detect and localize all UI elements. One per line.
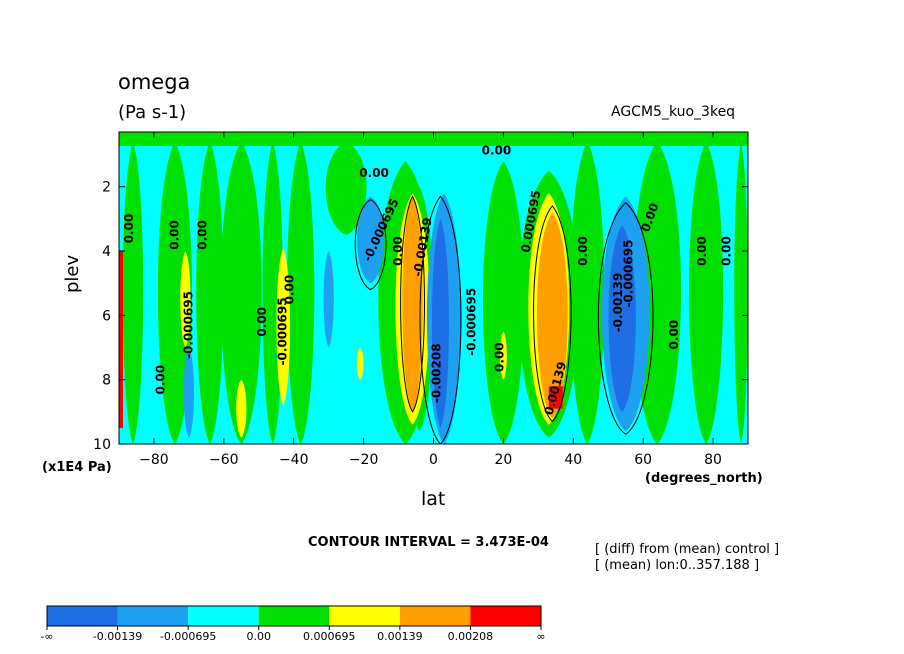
green-region	[570, 141, 605, 444]
contour-label: 0.00	[359, 166, 389, 180]
green-region	[122, 141, 144, 444]
mean-note: [ (mean) lon:0..357.188 ]	[595, 558, 760, 573]
x-tick-label: 80	[704, 452, 722, 468]
contour-label: 0.00	[576, 236, 590, 266]
y-tick-label: 8	[102, 373, 111, 389]
yellow-region	[180, 251, 191, 348]
contour-label: 0.00	[195, 220, 209, 250]
light-blue-region	[183, 347, 195, 438]
blue-region	[431, 218, 450, 428]
colorbar-swatch	[329, 606, 400, 626]
contour-label: -0.00139	[611, 273, 625, 333]
yellow-region	[356, 347, 364, 380]
y-tick-label: 6	[102, 308, 111, 324]
green-region	[220, 141, 262, 444]
x-axis-label: lat	[421, 488, 446, 510]
colorbar-frame	[46, 605, 542, 627]
colorbar-label: -0.00139	[93, 630, 142, 643]
colorbar-label: 0.000695	[303, 630, 356, 643]
contour-label: 0.00	[167, 220, 181, 250]
contour-label: 0.00	[492, 342, 506, 372]
diff-note: [ (diff) from (mean) control ]	[595, 542, 780, 557]
yellow-region	[236, 379, 247, 438]
orange-region	[536, 212, 568, 419]
contour-label: -0.000695	[181, 291, 195, 359]
contour-interval: CONTOUR INTERVAL = 3.473E-04	[308, 535, 549, 550]
contour-label: 0.00	[122, 214, 136, 244]
x-tick-label: −20	[349, 452, 379, 468]
green-region	[689, 141, 724, 444]
contour-label: 0.00	[391, 236, 405, 266]
colorbar-swatch	[188, 606, 259, 626]
x-tick-label: 0	[429, 452, 438, 468]
red-edge-region	[119, 251, 123, 428]
yellow-region	[499, 331, 507, 380]
chart-title: omega	[118, 70, 191, 94]
green-region	[287, 141, 315, 444]
x-tick-label: −80	[139, 452, 169, 468]
colorbar-swatch	[47, 606, 118, 626]
contour-label: 0.00	[283, 275, 297, 305]
contour-lines	[354, 195, 654, 444]
green-region	[325, 141, 367, 235]
y-tick-label: 2	[102, 180, 111, 196]
y-axis-ticks: 2 4 6 8 10	[93, 180, 748, 453]
contour-label: 0.00	[153, 365, 167, 395]
green-region	[734, 141, 748, 444]
colorbar-label: ∞	[536, 630, 545, 643]
colorbar-swatch	[117, 606, 189, 626]
contour-label: -0.000695	[622, 240, 636, 308]
run-label: AGCM5_kuo_3keq	[611, 104, 736, 120]
contour-label: -0.000695	[276, 297, 290, 365]
x-tick-label: −40	[279, 452, 309, 468]
colorbar-label: 0.00208	[448, 630, 494, 643]
field-top-band	[119, 132, 748, 146]
y-axis-unit: (x1E4 Pa)	[42, 460, 112, 475]
contour-label: 0.00	[255, 307, 269, 337]
contour-label: -0.00208	[429, 343, 443, 403]
red-region	[548, 386, 563, 409]
x-tick-label: 60	[634, 452, 652, 468]
colorbar-label: -∞	[40, 630, 53, 643]
colorbar-label: -0.000695	[160, 630, 216, 643]
contour-label: 0.00	[482, 144, 512, 158]
x-axis-ticks: −80 −60 −40 −20 0 20 40 60 80	[139, 132, 722, 468]
x-tick-label: 40	[564, 452, 582, 468]
colorbar-swatch	[399, 606, 471, 626]
green-region	[196, 141, 224, 444]
y-tick-label: 4	[102, 244, 111, 260]
contour-field	[119, 132, 748, 444]
colorbar-swatch	[470, 606, 541, 626]
contour-line	[597, 202, 654, 435]
orange-region	[402, 196, 423, 412]
x-axis-unit: (degrees_north)	[645, 471, 763, 486]
colorbar-label: 0.00139	[377, 630, 423, 643]
y-tick-label: 10	[93, 437, 111, 453]
contour-label: -0.000695	[464, 288, 478, 356]
contour-label: 0.00	[695, 236, 709, 266]
contour-label: 0.00	[667, 320, 681, 350]
light-blue-region	[323, 251, 334, 348]
colorbar-swatch	[258, 606, 330, 626]
green-region	[482, 160, 524, 444]
chart-units: (Pa s-1)	[118, 102, 187, 123]
x-tick-label: 20	[494, 452, 512, 468]
contour-line	[533, 205, 572, 423]
contour-line	[354, 198, 387, 291]
contour-label: 0.00	[720, 236, 734, 266]
blue-region	[608, 225, 636, 412]
green-region	[157, 141, 192, 444]
x-tick-label: −60	[209, 452, 239, 468]
yellow-region	[276, 247, 291, 406]
colorbar: -∞ -0.00139 -0.000695 0.00 0.000695 0.00139 0.…	[40, 605, 546, 643]
colorbar-label: 0.00	[246, 630, 271, 643]
contour-line	[419, 195, 462, 444]
light-blue-region	[356, 196, 385, 284]
